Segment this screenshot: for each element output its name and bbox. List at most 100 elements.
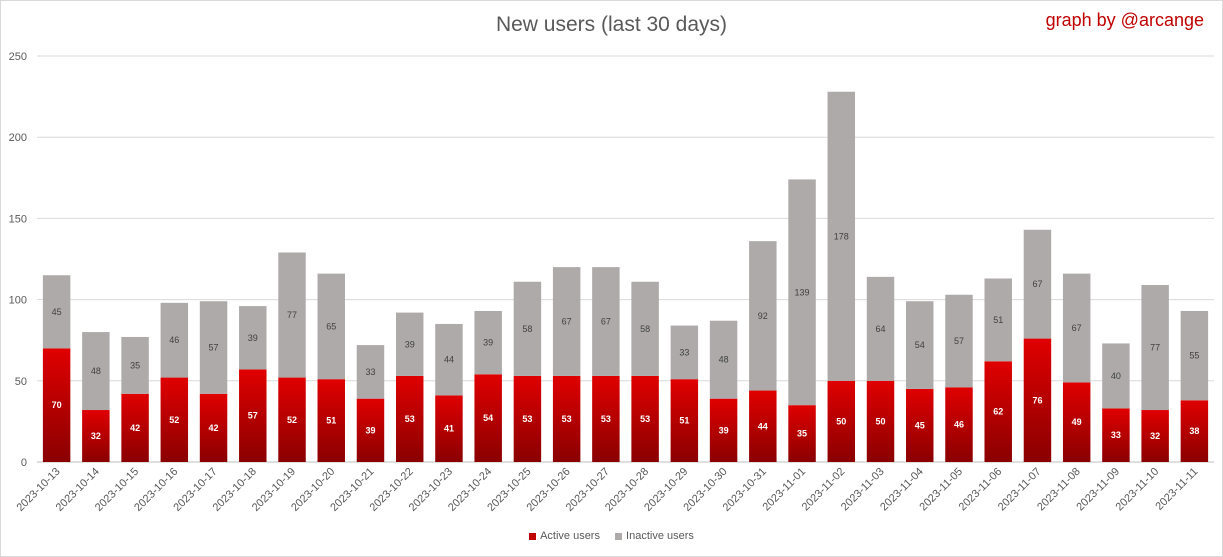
data-label-active: 32 <box>1150 431 1160 441</box>
data-label-active: 62 <box>993 407 1003 417</box>
bar-inactive <box>278 252 306 378</box>
data-label-active: 39 <box>719 425 729 435</box>
data-label-active: 50 <box>876 416 886 426</box>
stacked-bar-chart: 0 50 100 150 200 250 70 45 32 48 42 35 52 46 42 57 57 39… <box>9 51 1214 514</box>
data-label-inactive: 46 <box>169 335 179 345</box>
y-axis: 0 50 100 150 200 250 <box>9 51 27 469</box>
bar-inactive <box>42 275 71 349</box>
data-label-inactive: 57 <box>954 336 964 346</box>
bar-inactive <box>1141 284 1169 411</box>
data-label-active: 52 <box>287 415 297 425</box>
bar-active <box>239 369 267 462</box>
data-label-active: 53 <box>522 414 532 424</box>
x-axis: 2023-10-132023-10-142023-10-152023-10-16… <box>14 466 1200 514</box>
bar-active <box>160 377 189 462</box>
gridlines <box>37 55 1214 463</box>
bar-inactive <box>749 241 777 391</box>
bar-active <box>356 398 385 462</box>
bar-inactive <box>592 267 620 376</box>
bar-inactive <box>199 301 228 394</box>
bar-inactive <box>945 294 973 388</box>
bar-active <box>395 375 424 462</box>
data-label-inactive: 33 <box>679 347 689 357</box>
bar-active <box>199 393 228 462</box>
bar-inactive <box>121 336 149 394</box>
data-label-active: 33 <box>1111 430 1121 440</box>
data-label-active: 35 <box>797 429 807 439</box>
data-label-active: 46 <box>954 420 964 430</box>
bar-active <box>866 380 895 462</box>
bar-active <box>945 387 973 462</box>
data-label-inactive: 65 <box>326 321 336 331</box>
bars: 70 45 32 48 42 35 52 46 42 57 57 39 52 77 51 65 39 33 53 39… <box>42 91 1209 462</box>
data-label-inactive: 33 <box>365 367 375 377</box>
bar-inactive <box>827 91 856 381</box>
data-label-inactive: 51 <box>993 315 1003 325</box>
legend-item-active: Active users <box>529 530 600 542</box>
data-label-active: 42 <box>209 423 219 433</box>
bar-inactive <box>356 345 385 399</box>
data-label-active: 44 <box>758 421 768 431</box>
data-label-inactive: 45 <box>52 307 62 317</box>
legend-label-active: Active users <box>540 530 600 542</box>
bar-active <box>317 379 345 462</box>
data-label-inactive: 39 <box>248 333 258 343</box>
data-label-active: 53 <box>601 414 611 424</box>
legend: Active users Inactive users <box>1 530 1222 543</box>
bar-active <box>670 379 699 462</box>
data-label-inactive: 67 <box>601 317 611 327</box>
bar-inactive <box>906 301 934 389</box>
bar-active <box>749 390 777 462</box>
data-label-active: 53 <box>640 414 650 424</box>
data-label-inactive: 58 <box>640 324 650 334</box>
data-label-inactive: 55 <box>1189 351 1199 361</box>
bar-active <box>42 348 71 462</box>
data-label-active: 52 <box>169 415 179 425</box>
bar-inactive <box>631 281 659 376</box>
bar-active <box>1102 408 1130 462</box>
bar-active <box>788 405 816 462</box>
data-label-inactive: 54 <box>915 340 925 350</box>
data-label-inactive: 67 <box>562 317 572 327</box>
data-label-active: 51 <box>326 416 336 426</box>
y-tick-label: 0 <box>21 457 27 469</box>
bar-active <box>1180 400 1209 462</box>
bar-inactive <box>984 278 1012 362</box>
data-label-inactive: 48 <box>719 355 729 365</box>
data-label-inactive: 44 <box>444 355 454 365</box>
bar-inactive <box>317 273 345 380</box>
data-label-active: 32 <box>91 431 101 441</box>
bar-inactive <box>866 276 895 381</box>
data-label-inactive: 48 <box>91 366 101 376</box>
data-label-inactive: 77 <box>1150 343 1160 353</box>
bar-active <box>474 374 502 462</box>
data-label-active: 57 <box>248 411 258 421</box>
bar-inactive <box>395 312 424 376</box>
legend-swatch-active <box>529 532 537 540</box>
data-label-active: 42 <box>130 423 140 433</box>
bar-active <box>552 375 581 462</box>
bar-active <box>435 395 463 462</box>
bar-active <box>827 380 856 462</box>
data-label-inactive: 67 <box>1032 279 1042 289</box>
data-label-active: 70 <box>52 400 62 410</box>
data-label-inactive: 58 <box>522 324 532 334</box>
bar-inactive <box>435 323 463 396</box>
y-tick-label: 150 <box>9 213 27 225</box>
data-label-inactive: 39 <box>483 338 493 348</box>
bar-active <box>906 388 934 462</box>
chart-title: New users (last 30 days) <box>495 13 728 36</box>
data-label-active: 38 <box>1189 426 1199 436</box>
bar-inactive <box>1062 273 1091 383</box>
legend-label-inactive: Inactive users <box>626 530 694 542</box>
data-label-active: 54 <box>483 413 493 423</box>
y-tick-label: 100 <box>9 295 27 307</box>
bar-inactive <box>670 325 699 380</box>
bar-inactive <box>1102 343 1130 409</box>
y-tick-label: 250 <box>9 51 27 63</box>
data-label-inactive: 35 <box>130 360 140 370</box>
data-label-inactive: 67 <box>1072 323 1082 333</box>
data-label-inactive: 64 <box>876 324 886 334</box>
data-label-active: 53 <box>562 414 572 424</box>
